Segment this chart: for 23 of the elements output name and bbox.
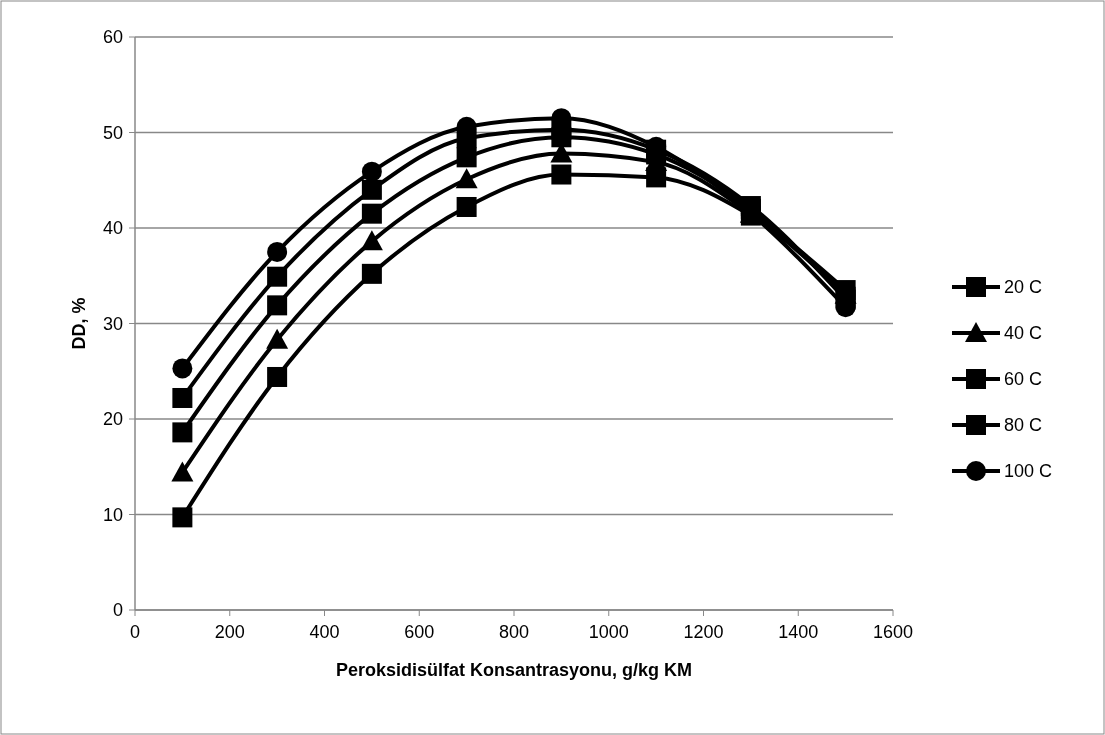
y-axis-title: DD, % <box>69 297 89 350</box>
y-tick-label: 30 <box>102 313 123 334</box>
x-tick-label: 1400 <box>778 622 819 642</box>
y-tick-label: 60 <box>102 27 123 48</box>
x-tick-label: 600 <box>404 622 435 642</box>
x-tick-label: 200 <box>214 622 245 642</box>
y-tick-label: 10 <box>102 504 123 525</box>
x-axis-title: Peroksidisülfat Konsantrasyonu, g/kg KM <box>335 660 693 680</box>
legend-label: 20 C <box>1004 277 1043 298</box>
x-tick-label: 800 <box>498 622 530 642</box>
legend-label: 80 C <box>1004 415 1043 436</box>
x-tick-label: 400 <box>309 622 340 642</box>
legend-label: 60 C <box>1004 369 1043 390</box>
y-tick-label: 20 <box>102 409 123 430</box>
y-tick-label: 50 <box>102 122 123 143</box>
y-tick-label: 0 <box>112 600 123 621</box>
x-tick-label: 0 <box>129 622 141 642</box>
x-tick-label: 1600 <box>872 622 914 642</box>
legend-label: 40 C <box>1004 323 1043 344</box>
x-tick-label: 1200 <box>683 622 724 642</box>
legend-label: 100 C <box>1004 461 1053 482</box>
x-tick-label: 1000 <box>588 622 629 642</box>
y-tick-label: 40 <box>102 218 123 239</box>
